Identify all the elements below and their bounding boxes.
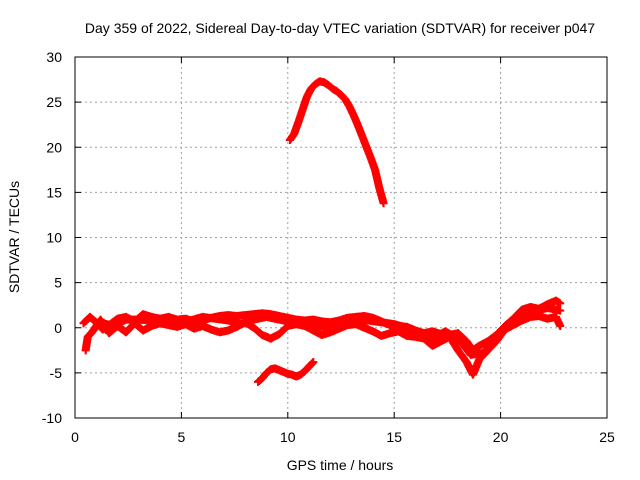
data-series-dip-segment	[254, 358, 318, 386]
x-axis-label: GPS time / hours	[287, 457, 394, 473]
data-point	[309, 358, 318, 367]
data-point	[379, 199, 388, 208]
x-tick-label: 5	[178, 429, 186, 445]
y-tick-label: 30	[46, 49, 62, 65]
y-tick-label: 10	[46, 230, 62, 246]
data-series-afternoon-arc	[285, 77, 388, 208]
x-tick-label: 25	[599, 429, 615, 445]
chart-title: Day 359 of 2022, Sidereal Day-to-day VTE…	[85, 20, 595, 36]
plot-area	[79, 77, 565, 386]
axes: 0 5 10 15 20 25 -10 -5 0 5 10 15 20 25 30	[42, 49, 615, 445]
y-tick-label: 25	[46, 94, 62, 110]
data-point	[556, 306, 565, 315]
y-axis-label: SDTVAR / TECUs	[6, 181, 22, 293]
data-point	[556, 321, 565, 330]
y-tick-label: 20	[46, 139, 62, 155]
data-series-main-band-c	[96, 303, 565, 359]
x-tick-label: 15	[386, 429, 402, 445]
y-tick-label: 15	[46, 184, 62, 200]
x-tick-label: 10	[280, 429, 296, 445]
y-tick-label: 5	[54, 275, 62, 291]
y-tick-label: -10	[42, 410, 62, 426]
data-point	[556, 299, 565, 308]
y-tick-label: -5	[50, 365, 63, 381]
x-tick-label: 0	[71, 429, 79, 445]
y-tick-label: 0	[54, 320, 62, 336]
x-tick-label: 20	[493, 429, 509, 445]
